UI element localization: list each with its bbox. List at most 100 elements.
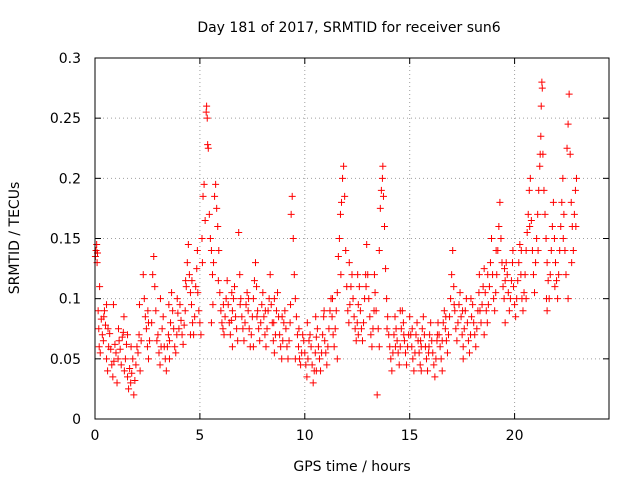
data-point	[473, 325, 481, 333]
data-point	[559, 235, 567, 242]
data-point	[338, 198, 346, 206]
data-point	[456, 289, 464, 297]
data-point	[164, 331, 172, 339]
data-point	[337, 271, 345, 279]
data-point	[375, 343, 383, 351]
data-point	[459, 343, 467, 351]
data-point	[547, 247, 555, 255]
data-point	[354, 331, 362, 339]
data-point	[226, 331, 234, 339]
data-point	[285, 337, 293, 345]
data-point	[352, 337, 360, 345]
data-point	[215, 247, 223, 255]
data-point	[345, 319, 353, 327]
data-point	[564, 295, 572, 303]
data-point	[203, 114, 211, 122]
data-point	[299, 331, 307, 339]
data-point	[488, 235, 496, 242]
data-point	[526, 222, 534, 230]
data-point	[332, 307, 340, 315]
data-point	[214, 222, 222, 230]
data-point	[480, 331, 488, 339]
data-point	[453, 337, 461, 345]
data-point	[333, 289, 341, 297]
data-point	[476, 307, 484, 315]
data-point	[270, 295, 278, 303]
data-point	[543, 259, 551, 267]
data-point	[532, 259, 540, 267]
data-point	[334, 253, 342, 261]
data-point	[289, 235, 297, 242]
data-point	[261, 331, 269, 339]
data-point	[531, 289, 539, 297]
data-point	[186, 331, 194, 339]
data-point	[403, 361, 411, 369]
data-point	[111, 340, 119, 348]
data-point	[431, 373, 439, 381]
data-point	[309, 379, 317, 387]
data-point	[261, 307, 269, 315]
data-point	[517, 247, 525, 255]
data-point	[107, 345, 115, 353]
data-point	[108, 361, 116, 369]
data-point	[374, 325, 382, 333]
data-point	[554, 295, 562, 303]
data-point	[136, 367, 144, 375]
data-point	[417, 337, 425, 345]
data-point	[240, 337, 248, 345]
data-point	[536, 162, 544, 170]
data-point	[165, 337, 173, 345]
data-point	[194, 289, 202, 297]
y-tick-label: 0.15	[50, 232, 81, 248]
data-point	[353, 319, 361, 327]
data-point	[562, 271, 570, 279]
data-point	[382, 265, 390, 273]
data-point	[291, 355, 299, 363]
data-point	[367, 331, 375, 339]
data-point	[266, 271, 274, 279]
data-point	[291, 295, 299, 303]
data-point	[416, 361, 424, 369]
data-point	[445, 331, 453, 339]
data-point	[218, 319, 226, 327]
data-point	[507, 277, 515, 285]
data-point	[306, 331, 314, 339]
data-point	[141, 313, 149, 321]
data-point	[233, 325, 241, 333]
data-point	[454, 319, 462, 327]
data-point	[516, 241, 524, 249]
data-point	[354, 301, 362, 309]
data-point	[342, 247, 350, 255]
data-point	[539, 150, 547, 158]
data-point	[178, 331, 186, 339]
data-point	[95, 325, 103, 333]
data-point	[553, 277, 561, 285]
data-point	[499, 283, 507, 291]
data-point	[409, 355, 417, 363]
data-point	[109, 373, 117, 381]
data-point	[378, 174, 386, 182]
data-point	[236, 271, 244, 279]
data-point	[391, 313, 399, 321]
data-point	[188, 301, 196, 309]
data-point	[191, 313, 199, 321]
data-point	[241, 319, 249, 327]
data-point	[363, 241, 371, 249]
data-point	[492, 289, 500, 297]
data-point	[550, 235, 558, 242]
data-point	[510, 283, 518, 291]
data-point	[205, 210, 213, 218]
data-point	[176, 301, 184, 309]
y-tick-label: 0.3	[59, 51, 81, 67]
data-point	[394, 349, 402, 357]
data-point	[155, 349, 163, 357]
data-point	[295, 343, 303, 351]
data-point	[364, 271, 372, 279]
data-point	[449, 247, 457, 255]
data-point	[377, 186, 385, 194]
data-point	[144, 355, 152, 363]
chart-title: Day 181 of 2017, SRMTID for receiver sun…	[197, 20, 500, 36]
data-point	[568, 259, 576, 267]
data-point	[412, 331, 420, 339]
data-point	[104, 325, 112, 333]
